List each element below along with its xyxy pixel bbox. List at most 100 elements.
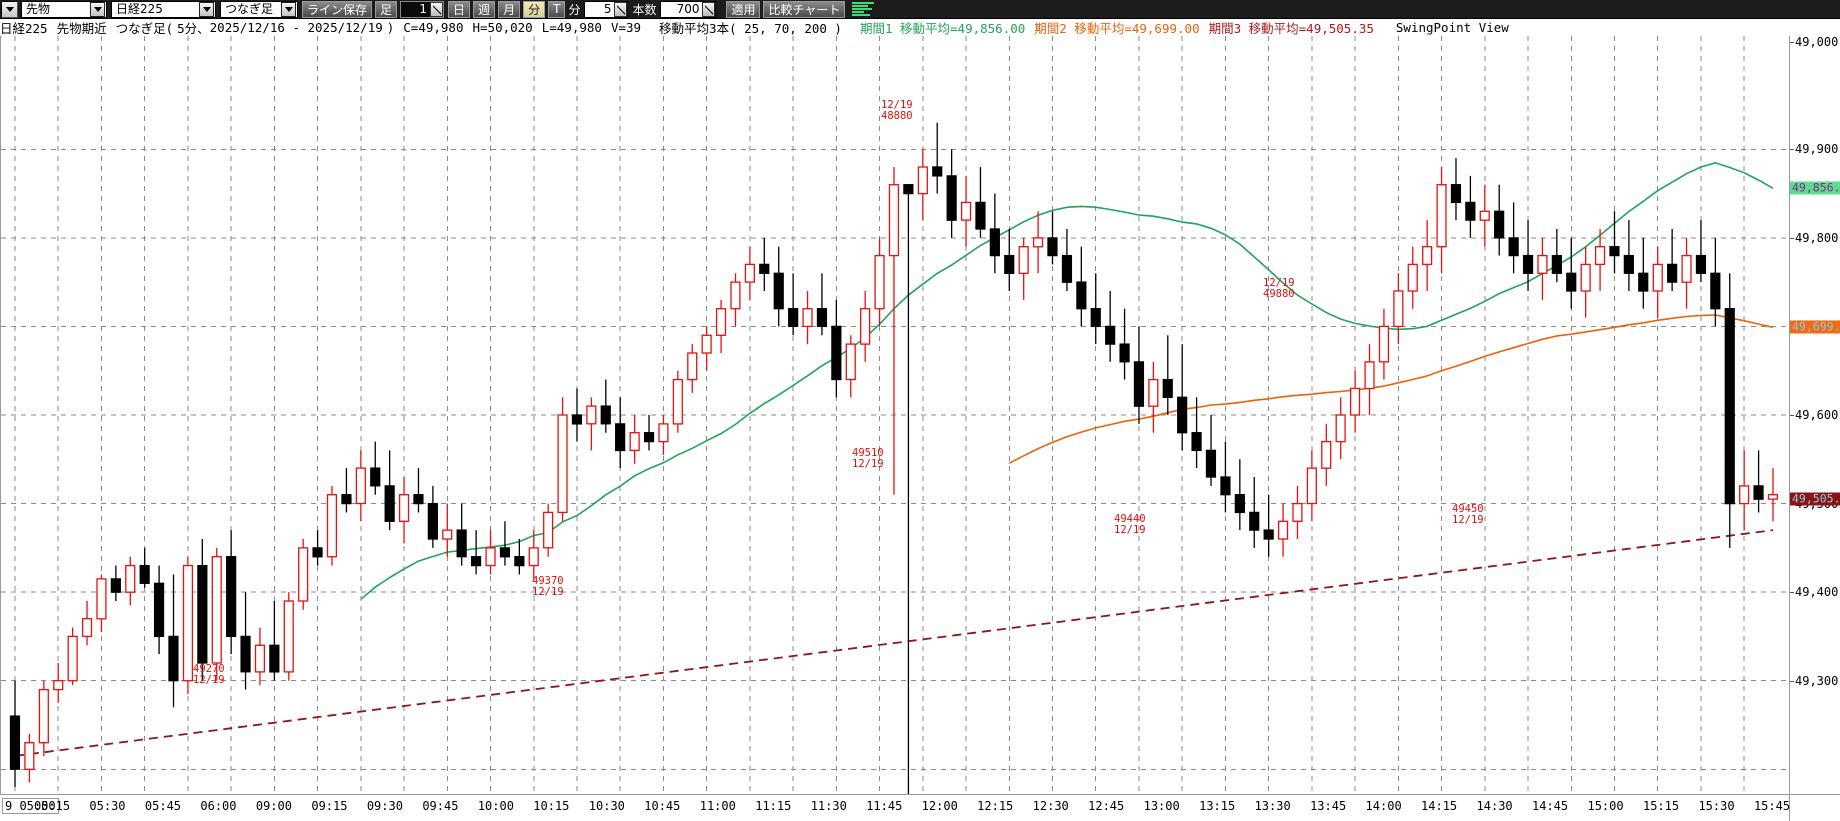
candle: [226, 530, 237, 655]
candle: [1263, 494, 1274, 557]
candle: [413, 468, 424, 513]
candle: [1667, 229, 1678, 291]
candle: [485, 530, 496, 575]
minute-spinner[interactable]: 5: [584, 0, 629, 18]
candle: [470, 530, 482, 575]
info-date-range: 2025/12/16 - 2025/12/19: [209, 20, 383, 35]
candle: [528, 530, 539, 579]
candle: [1220, 441, 1231, 513]
info-paren-close: ): [386, 20, 395, 35]
candle: [672, 370, 683, 433]
bar-count-spinner[interactable]: 1: [400, 0, 445, 18]
candle: [1695, 220, 1707, 283]
candle: [398, 477, 410, 544]
bar-label-button[interactable]: 足: [375, 0, 398, 18]
compare-chart-button[interactable]: 比較チャート: [763, 0, 846, 18]
swing-annotation-line2: 48880: [881, 110, 913, 122]
time-axis-label: 11:45: [866, 799, 903, 813]
time-axis-label: 14:30: [1476, 799, 1513, 813]
line-save-button[interactable]: ライン保存: [302, 0, 373, 18]
candle: [1234, 459, 1245, 531]
candle: [989, 193, 1000, 274]
candle: [1364, 344, 1375, 415]
time-axis-label: 05:30: [89, 799, 126, 813]
market-combo-caret-down-icon[interactable]: [90, 1, 105, 17]
time-axis-label: 05:45: [144, 799, 182, 813]
chart-info-bar: 日経225 先物期近 つなぎ足( 5分、 2025/12/16 - 2025/1…: [0, 19, 1840, 36]
bar-count-value: 1: [419, 2, 428, 16]
candle: [571, 388, 583, 442]
candle: [1638, 237, 1649, 309]
candle: [557, 397, 568, 522]
price-axis-badge-last: 49,505.: [1790, 491, 1840, 506]
count-stepper-icon[interactable]: [702, 1, 716, 17]
swing-annotation: 49510 12/19: [852, 448, 884, 470]
time-axis-end-divider: [1789, 795, 1790, 821]
candle: [211, 547, 222, 681]
candle: [744, 246, 755, 300]
candle: [1292, 485, 1303, 539]
info-ma2: 期間2 移動平均=49,699.00: [1034, 21, 1200, 36]
price-axis[interactable]: 49,000.49,900.49,800.49,600.49,500.49,40…: [1789, 35, 1840, 794]
apply-button[interactable]: 適用: [726, 0, 761, 18]
market-combo[interactable]: 先物: [21, 0, 107, 18]
candle: [975, 167, 986, 238]
swing-annotation: 49370 12/19: [532, 576, 564, 598]
info-close: C=49,980: [403, 20, 464, 35]
period-button-tick[interactable]: T: [548, 0, 566, 18]
time-axis[interactable]: 9 05:00 05:15 05:30 05:45 06:00 09:00 09:15 09…: [0, 794, 1840, 821]
candle: [1205, 415, 1217, 486]
candle: [802, 291, 813, 345]
info-view-mode: SwingPoint View: [1395, 20, 1509, 35]
symbol-combo-caret-down-icon[interactable]: [199, 1, 214, 17]
swing-annotation-line2: 12/19: [1114, 524, 1146, 536]
contract-combo-caret-down-icon[interactable]: [281, 1, 296, 17]
contract-combo-value: つなぎ足: [225, 1, 274, 16]
period-button-month[interactable]: 月: [498, 0, 521, 18]
time-axis-label: 15:15: [1642, 799, 1680, 813]
symbol-combo[interactable]: 日経225: [111, 0, 216, 18]
count-value: 700: [676, 2, 700, 16]
time-axis-label: 09:45: [422, 799, 459, 813]
time-axis-label: 10:15: [533, 799, 570, 813]
time-axis-label: 13:45: [1310, 799, 1347, 813]
time-axis-label: 14:15: [1421, 799, 1458, 813]
candle: [110, 565, 121, 601]
candle: [1681, 237, 1692, 309]
count-spinner[interactable]: 700: [660, 0, 717, 18]
candle: [1393, 273, 1404, 345]
period-button-week[interactable]: 週: [473, 0, 496, 18]
candle: [643, 415, 655, 451]
bar-count-stepper-icon[interactable]: [430, 1, 444, 17]
price-axis-tick: 49,400.: [1790, 585, 1840, 599]
candle: [1551, 229, 1562, 283]
menu-dropdown-button[interactable]: [1, 0, 18, 18]
swing-annotation: 12/19 48880: [881, 100, 913, 122]
candle: [874, 237, 885, 327]
candle: [1249, 477, 1260, 548]
candle: [370, 441, 381, 495]
candle: [917, 149, 928, 221]
period-button-minute[interactable]: 分: [523, 0, 546, 18]
chart-plot-area[interactable]: 12/19 48880 12/19 49880 49510 12/19 49440 12/19…: [0, 36, 1789, 794]
minute-stepper-icon[interactable]: [614, 1, 628, 17]
time-axis-label: 12:15: [977, 799, 1014, 813]
candle: [499, 521, 511, 566]
candle: [1652, 246, 1663, 318]
time-axis-label: 12:00: [921, 799, 958, 813]
period-button-day[interactable]: 日: [448, 0, 471, 18]
candle: [1450, 158, 1462, 221]
count-label: 本数: [632, 2, 657, 17]
price-axis-tick: 49,300.: [1790, 674, 1840, 688]
candle: [1191, 397, 1202, 469]
swing-annotation: 49270 12/19: [193, 664, 225, 686]
candle: [197, 539, 208, 681]
candle: [1739, 450, 1750, 531]
contract-combo[interactable]: つなぎ足: [220, 0, 298, 18]
info-low: L=49,980: [541, 20, 602, 35]
candle: [1767, 468, 1779, 522]
swing-annotation-line2: 12/19: [852, 458, 884, 470]
bars-icon[interactable]: [852, 2, 875, 16]
info-contract: 先物期近: [56, 21, 107, 36]
candle: [53, 663, 64, 703]
